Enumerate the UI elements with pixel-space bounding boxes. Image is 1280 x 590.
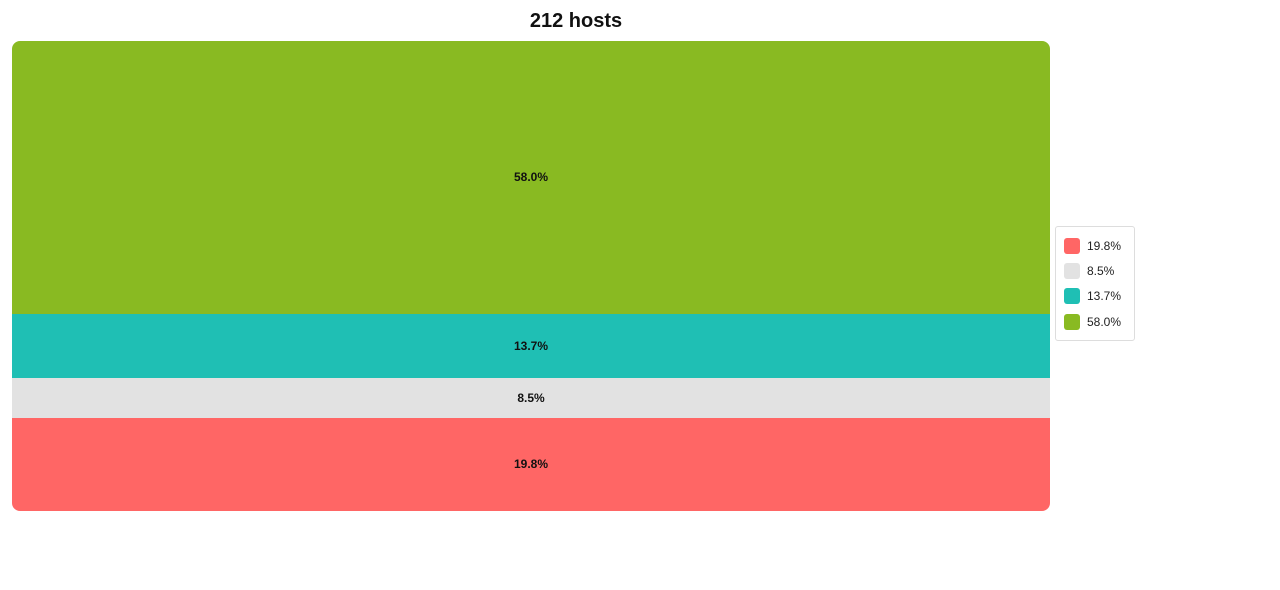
- legend-label: 13.7%: [1087, 289, 1122, 304]
- data-label: 8.5%: [517, 390, 545, 405]
- legend-label: 8.5%: [1087, 263, 1115, 278]
- legend-label: 19.8%: [1087, 238, 1122, 253]
- legend-item[interactable]: 58.0%: [1064, 309, 1134, 334]
- bar-segment: 13.7%: [12, 313, 1050, 378]
- legend-swatch: [1064, 288, 1080, 305]
- stacked-bar: 19.8% 8.5% 13.7% 58.0%: [12, 41, 1050, 511]
- data-label: 58.0%: [513, 170, 549, 185]
- data-label: 13.7%: [513, 338, 549, 353]
- bar-segment: 8.5%: [12, 378, 1050, 418]
- legend-swatch: [1064, 237, 1080, 254]
- legend-item[interactable]: 13.7%: [1064, 284, 1134, 309]
- legend-item[interactable]: 8.5%: [1064, 258, 1134, 283]
- bar-segment: 19.8%: [12, 417, 1050, 511]
- chart-legend: 19.8% 8.5% 13.7% 58.0%: [1055, 226, 1135, 342]
- legend-swatch: [1064, 262, 1080, 279]
- bar-segment: 58.0%: [12, 41, 1050, 314]
- legend-item[interactable]: 19.8%: [1064, 233, 1134, 258]
- data-label: 19.8%: [513, 457, 549, 472]
- legend-label: 58.0%: [1087, 314, 1122, 329]
- legend-swatch: [1064, 313, 1080, 330]
- chart-title: 212 hosts: [529, 10, 623, 32]
